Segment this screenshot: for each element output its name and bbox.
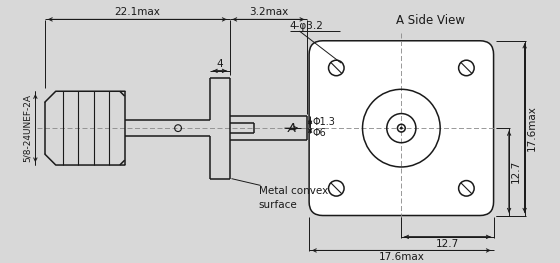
Text: Φ6: Φ6 [312, 128, 326, 138]
Text: 17.6max: 17.6max [526, 105, 536, 151]
Text: 22.1max: 22.1max [114, 7, 160, 17]
FancyBboxPatch shape [309, 41, 493, 215]
Circle shape [400, 127, 403, 130]
Text: 4-φ3.2: 4-φ3.2 [290, 21, 324, 31]
Text: 3.2max: 3.2max [249, 7, 288, 17]
Text: 12.7: 12.7 [436, 239, 459, 249]
Text: 4: 4 [217, 59, 223, 69]
Text: 5/8-24UNEF-2A: 5/8-24UNEF-2A [23, 94, 32, 162]
Text: Φ1.3: Φ1.3 [312, 117, 335, 127]
Text: 12.7: 12.7 [511, 160, 521, 184]
Text: A: A [287, 122, 296, 135]
Text: 17.6max: 17.6max [379, 252, 424, 262]
Text: A Side View: A Side View [396, 14, 465, 27]
Text: Metal convex
surface: Metal convex surface [259, 186, 328, 210]
